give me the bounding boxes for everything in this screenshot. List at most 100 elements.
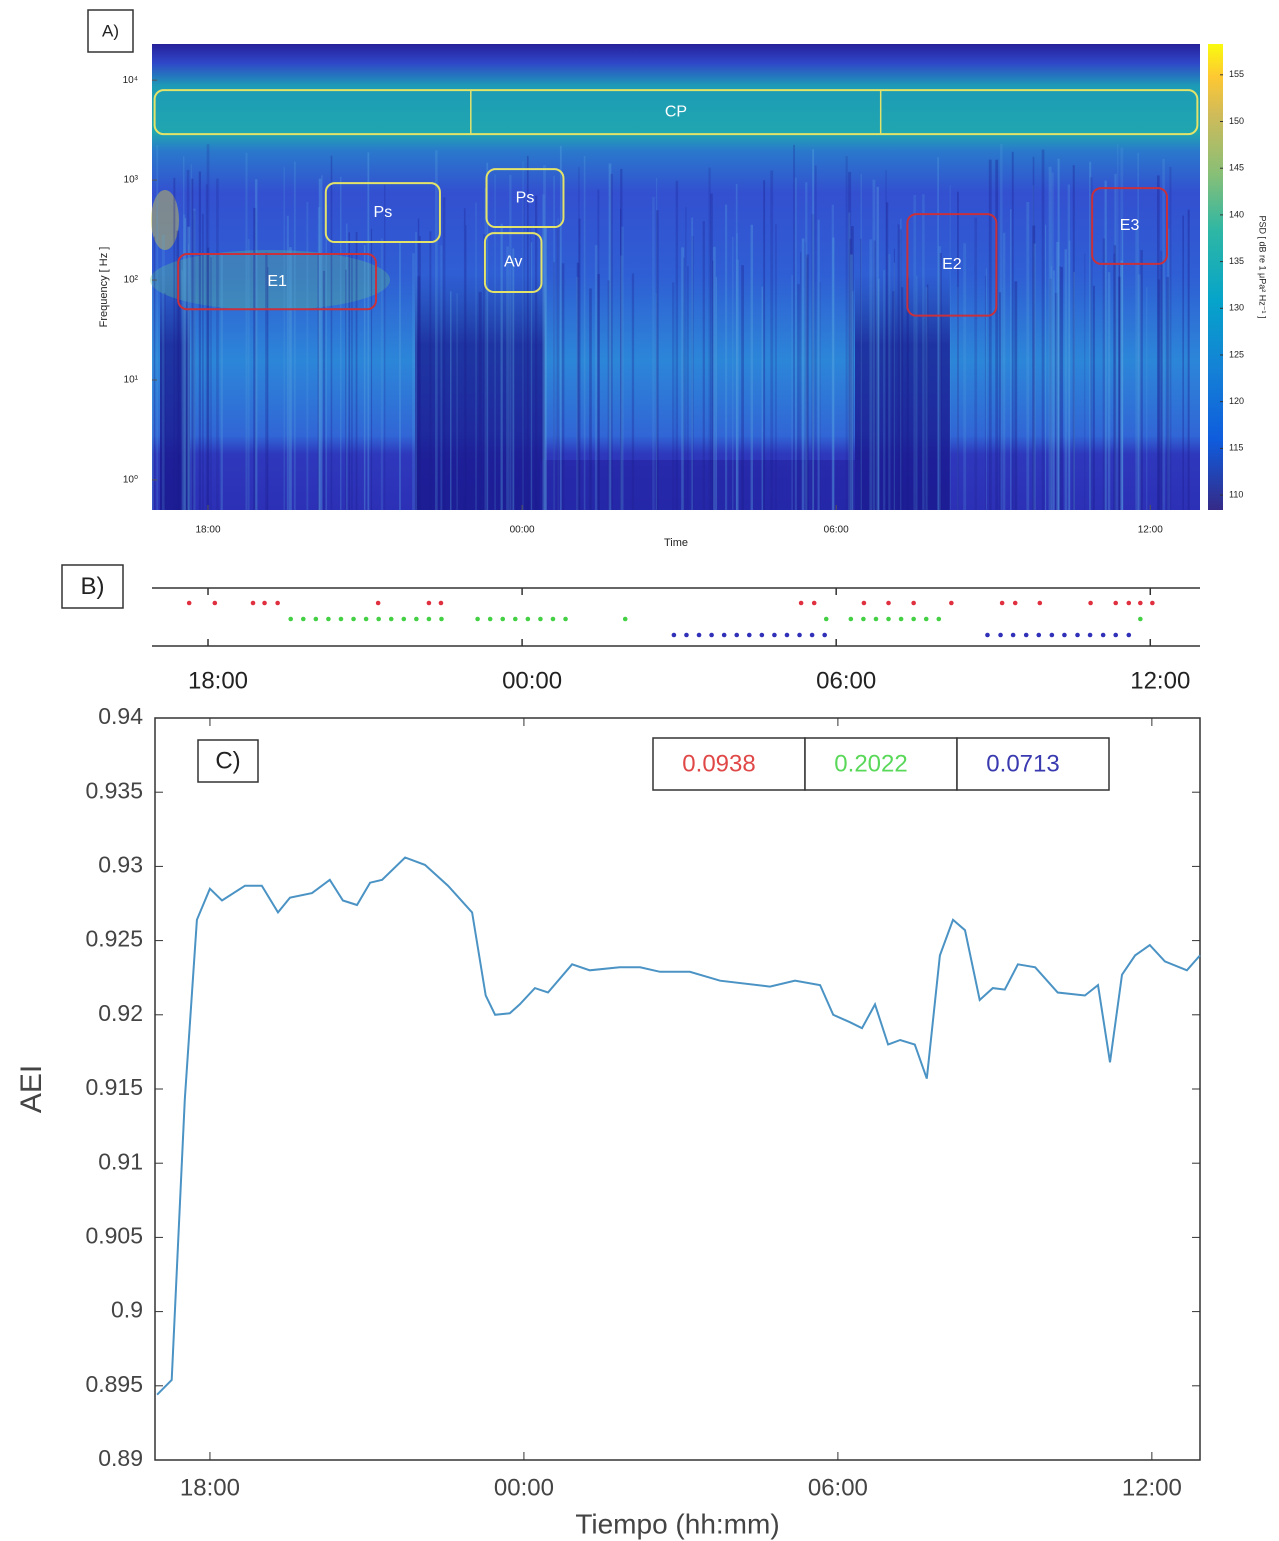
streak — [589, 288, 592, 510]
spectrogram-image — [152, 44, 1200, 510]
streak — [350, 254, 353, 510]
event-dot — [512, 616, 518, 622]
streak — [656, 178, 658, 510]
streak — [1000, 144, 1003, 510]
streak — [800, 252, 802, 510]
streak — [1089, 161, 1092, 510]
streak — [974, 217, 978, 510]
streak — [417, 218, 420, 511]
streak — [186, 169, 190, 510]
streak — [318, 178, 322, 510]
y-tick-label: 0.92 — [98, 1000, 143, 1026]
event-dot — [1138, 600, 1143, 606]
streak — [415, 232, 417, 511]
streak — [207, 247, 210, 510]
event-dot — [1138, 616, 1143, 622]
quiet-band — [540, 460, 860, 510]
streak — [1137, 274, 1141, 510]
panel-label: A) — [102, 21, 119, 40]
streak — [736, 259, 740, 510]
streak — [886, 202, 889, 510]
y-tick-label: 0.93 — [98, 851, 143, 877]
value-box — [652, 737, 806, 791]
streak — [655, 293, 657, 510]
streak — [812, 149, 815, 510]
streak — [620, 255, 623, 510]
streak — [672, 282, 675, 510]
streak — [1120, 147, 1124, 510]
event-dot — [949, 600, 954, 606]
colorbar-tick-label: 110 — [1229, 489, 1243, 499]
streak — [900, 218, 902, 510]
streak — [916, 275, 918, 510]
streak — [939, 253, 942, 510]
event-dot — [426, 600, 432, 606]
event-dot — [375, 600, 381, 606]
streak — [542, 194, 545, 511]
streak — [523, 195, 525, 511]
event-dot — [1037, 600, 1043, 606]
streak — [418, 236, 421, 511]
streak — [710, 193, 713, 510]
value-box-label: 0.0938 — [682, 750, 755, 777]
streak — [791, 275, 793, 510]
event-dot — [911, 616, 916, 622]
streak — [876, 186, 879, 511]
value-box — [804, 737, 958, 791]
y-tick-label: 10² — [124, 275, 139, 286]
streak — [506, 246, 509, 510]
colorbar-tick-label: 145 — [1229, 163, 1244, 173]
streak — [597, 189, 600, 510]
streak — [322, 270, 326, 510]
streak — [1050, 266, 1053, 510]
colorbar-tick-label: 120 — [1229, 396, 1244, 406]
streak — [289, 247, 292, 510]
event-dot — [1113, 632, 1119, 638]
event-dot — [439, 616, 444, 622]
streak — [770, 170, 774, 510]
region-box — [1091, 187, 1169, 265]
x-tick-label: 06:00 — [808, 1474, 868, 1501]
streak — [597, 273, 600, 510]
event-dot — [784, 632, 790, 638]
streak — [775, 224, 777, 511]
streak — [181, 270, 183, 510]
colorbar-tick-label: 135 — [1229, 256, 1244, 266]
streak — [869, 239, 873, 510]
streak — [848, 212, 851, 510]
streak — [621, 226, 624, 510]
streak — [1072, 165, 1075, 510]
streak — [761, 286, 764, 510]
event-dot — [563, 616, 568, 622]
event-dot — [250, 600, 256, 606]
event-dot — [1087, 632, 1093, 638]
streak — [1041, 149, 1045, 510]
streak — [522, 161, 524, 510]
streak — [897, 224, 900, 511]
region-label: E1 — [267, 273, 287, 290]
streak — [1120, 260, 1123, 510]
streak — [576, 262, 580, 510]
streak — [340, 176, 342, 511]
event-dot — [1049, 632, 1055, 638]
region-box — [153, 89, 1199, 136]
streak — [1118, 265, 1120, 510]
region-label: CP — [665, 103, 687, 120]
streak — [681, 247, 685, 511]
y-tick-label: 0.935 — [85, 777, 143, 803]
event-dot — [313, 616, 319, 622]
event-dot — [500, 616, 506, 622]
event-dot — [1126, 632, 1132, 638]
event-dot — [212, 600, 218, 606]
streak — [712, 260, 714, 510]
event-dot — [848, 616, 854, 622]
streak — [283, 167, 285, 510]
streak — [164, 293, 166, 510]
colorbar-tick-label: 140 — [1229, 209, 1244, 219]
streak — [949, 185, 951, 510]
streak — [190, 164, 192, 510]
streak — [367, 152, 370, 511]
streak — [957, 191, 959, 510]
event-dot — [861, 600, 867, 606]
